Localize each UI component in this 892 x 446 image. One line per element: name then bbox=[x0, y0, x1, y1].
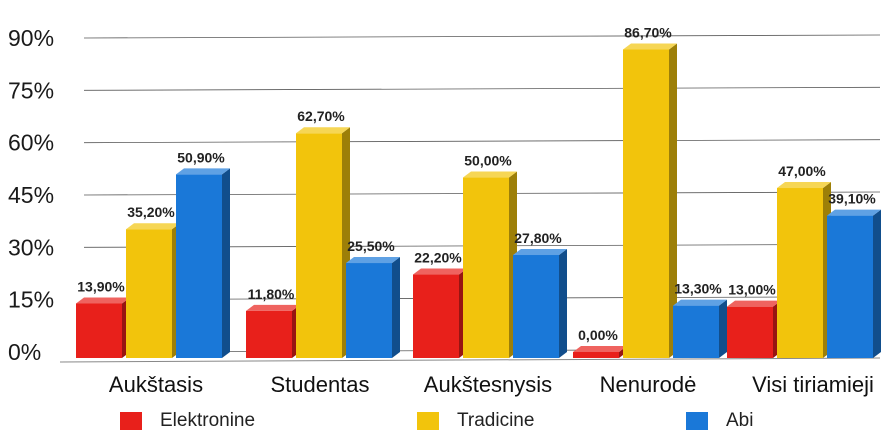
x-category-label: Nenurodė bbox=[600, 372, 697, 397]
x-category-label: Studentas bbox=[270, 372, 369, 397]
bar bbox=[513, 249, 567, 358]
bar bbox=[727, 300, 781, 358]
bar bbox=[463, 171, 517, 358]
legend-item-abi: Abi bbox=[686, 410, 753, 432]
bar bbox=[413, 268, 467, 358]
data-label: 47,00% bbox=[778, 163, 826, 179]
data-label: 0,00% bbox=[578, 327, 618, 343]
x-category-label: Aukštasis bbox=[109, 372, 203, 397]
legend-label: Abi bbox=[726, 410, 754, 431]
data-label: 35,20% bbox=[127, 204, 175, 220]
y-tick-label: 30% bbox=[8, 234, 54, 260]
data-label: 25,50% bbox=[347, 238, 395, 254]
bar bbox=[176, 168, 230, 358]
data-label: 50,00% bbox=[464, 153, 512, 169]
data-label: 13,30% bbox=[674, 281, 722, 297]
y-tick-label: 45% bbox=[8, 182, 54, 208]
x-category-label: Aukštesnysis bbox=[424, 372, 552, 397]
data-label: 86,70% bbox=[624, 25, 672, 41]
legend-label: Tradicine bbox=[457, 410, 535, 431]
bar bbox=[623, 43, 677, 358]
data-label: 62,70% bbox=[297, 108, 345, 124]
data-label: 50,90% bbox=[177, 149, 225, 165]
bar bbox=[246, 304, 300, 358]
data-label: 11,80% bbox=[248, 286, 295, 302]
legend-swatch bbox=[120, 412, 142, 430]
data-label: 13,00% bbox=[728, 282, 776, 298]
data-label: 39,10% bbox=[828, 191, 876, 207]
data-label: 13,90% bbox=[77, 279, 125, 295]
x-axis: Aukštasis Studentas Aukštesnysis Nenurodė Vi… bbox=[109, 372, 874, 397]
y-tick-label: 0% bbox=[8, 339, 41, 365]
gridline bbox=[83, 139, 881, 144]
y-tick-label: 15% bbox=[8, 287, 54, 313]
bar bbox=[76, 297, 130, 358]
legend-label: Elektronine bbox=[160, 410, 256, 431]
chart-floor bbox=[59, 357, 881, 363]
bar bbox=[346, 257, 400, 358]
gridline bbox=[83, 86, 881, 91]
bar bbox=[777, 182, 831, 358]
bar bbox=[573, 346, 627, 358]
y-tick-label: 90% bbox=[8, 25, 54, 51]
bar bbox=[827, 209, 881, 358]
y-tick-label: 60% bbox=[8, 130, 54, 156]
legend-item-tradicine: Tradicine bbox=[417, 410, 534, 432]
bar bbox=[126, 223, 180, 358]
legend-swatch bbox=[686, 412, 708, 430]
legend: Elektronine Tradicine Abi bbox=[0, 410, 892, 440]
x-category-label: Visi tiriamieji bbox=[752, 372, 874, 397]
legend-swatch bbox=[417, 412, 439, 430]
data-label: 27,80% bbox=[514, 230, 562, 246]
bar bbox=[296, 127, 350, 358]
data-label: 22,20% bbox=[414, 250, 462, 266]
bars bbox=[76, 43, 881, 358]
bar bbox=[673, 299, 727, 358]
y-axis: 0% 15% 30% 45% 60% 75% 90% bbox=[8, 25, 54, 365]
legend-item-elektronine: Elektronine bbox=[120, 410, 255, 432]
gridline bbox=[83, 34, 881, 39]
y-tick-label: 75% bbox=[8, 77, 54, 103]
data-labels: 13,90% 35,20% 50,90% 11,80% 62,70% 25,50% 22,2… bbox=[77, 25, 876, 343]
